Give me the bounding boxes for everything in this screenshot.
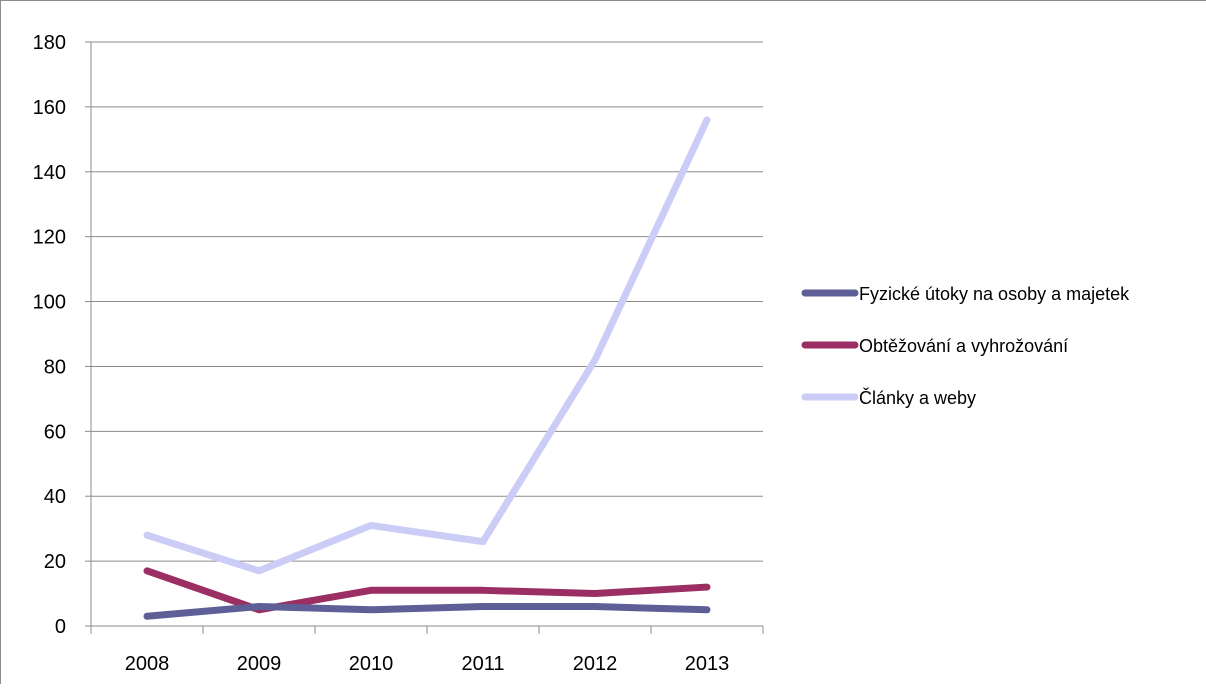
series-lines: [143, 116, 711, 620]
y-tick-label: 180: [33, 32, 66, 54]
y-tick-label: 60: [44, 421, 66, 443]
legend-label: Články a weby: [859, 387, 976, 408]
y-tick-label: 80: [44, 356, 66, 378]
series-line: [143, 567, 711, 614]
y-axis-tick-labels: 0 20 40 60 80 100 120 140 160 180: [33, 32, 66, 638]
x-tick-label: 2010: [349, 653, 394, 675]
x-axis-tick-labels: 2008 2009 2010 2011 2012 2013: [125, 653, 730, 675]
legend-label: Fyzické útoky na osoby a majetek: [859, 284, 1130, 304]
x-tick-label: 2009: [237, 653, 282, 675]
y-tick-label: 100: [33, 292, 66, 314]
legend: Fyzické útoky na osoby a majetek Obtěžová…: [801, 284, 1130, 408]
y-tick-label: 20: [44, 551, 66, 573]
x-tick-label: 2011: [461, 653, 504, 675]
y-tick-label: 140: [33, 162, 66, 184]
x-tick-label: 2013: [685, 653, 730, 675]
y-tick-label: 0: [55, 616, 66, 638]
legend-label: Obtěžování a vyhrožování: [859, 336, 1068, 356]
gridlines: [91, 41, 763, 562]
x-tick-label: 2008: [125, 653, 170, 675]
y-tick-label: 120: [33, 227, 66, 249]
x-tick-label: 2012: [573, 653, 618, 675]
series-line: [143, 116, 711, 575]
y-tick-label: 40: [44, 486, 66, 508]
series-line: [143, 603, 711, 620]
y-tick-label: 160: [33, 97, 66, 119]
axes: [85, 41, 764, 634]
